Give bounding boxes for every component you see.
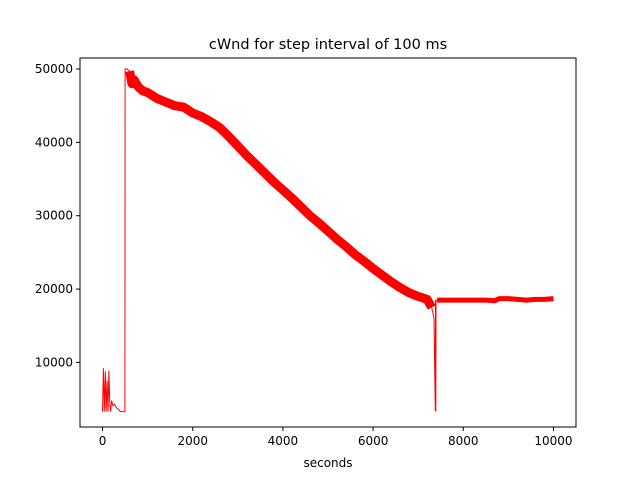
y-axis-ticks: 10000 20000 30000 40000 50000 [35, 62, 80, 369]
y-tick-label: 10000 [35, 355, 73, 369]
x-tick-label: 0 [99, 434, 107, 448]
y-tick-label: 50000 [35, 62, 73, 76]
x-tick-label: 10000 [534, 434, 572, 448]
series-layer [102, 68, 554, 413]
x-tick-label: 8000 [448, 434, 479, 448]
series-noise-band [125, 70, 436, 310]
chart-title: cWnd for step interval of 100 ms [209, 37, 447, 53]
x-tick-label: 4000 [268, 434, 299, 448]
x-axis-label: seconds [303, 456, 352, 470]
y-tick-label: 40000 [35, 135, 73, 149]
x-tick-label: 2000 [177, 434, 208, 448]
x-tick-label: 6000 [358, 434, 389, 448]
y-tick-label: 30000 [35, 209, 73, 223]
y-tick-label: 20000 [35, 282, 73, 296]
axes-frame [79, 57, 577, 428]
series-noise-band-tail [437, 296, 554, 304]
plot-area [79, 57, 577, 428]
x-axis-ticks: 0 2000 4000 6000 8000 10000 [99, 427, 573, 448]
